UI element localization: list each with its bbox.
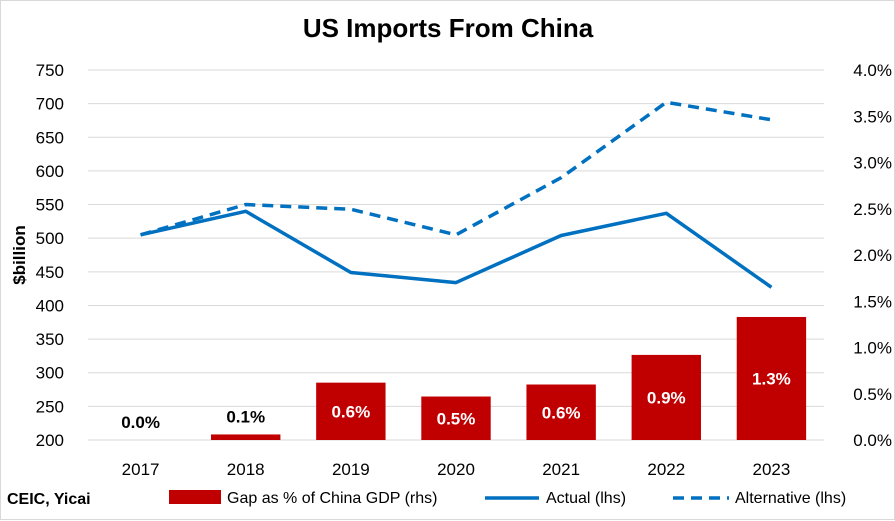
y2-tick-label: 1.5% xyxy=(853,292,892,311)
x-tick-label: 2021 xyxy=(542,460,580,479)
bar xyxy=(631,354,701,440)
y2-tick-label: 3.0% xyxy=(853,154,892,173)
bar-data-label: 0.6% xyxy=(542,403,581,422)
y-tick-label: 400 xyxy=(36,296,64,315)
bar-data-label: 0.5% xyxy=(437,409,476,428)
source-note: CEIC, Yicai xyxy=(7,491,91,508)
x-tick-label: 2018 xyxy=(227,460,265,479)
y2-tick-label: 3.5% xyxy=(853,107,892,126)
y-tick-label: 700 xyxy=(36,95,64,114)
y2-tick-label: 2.5% xyxy=(853,200,892,219)
y-tick-label: 650 xyxy=(36,128,64,147)
x-tick-label: 2022 xyxy=(647,460,685,479)
y2-tick-label: 4.0% xyxy=(853,61,892,80)
bar xyxy=(316,382,386,440)
y-tick-label: 300 xyxy=(36,364,64,383)
bar xyxy=(211,434,281,440)
actual-line xyxy=(140,209,773,289)
y-tick-label: 350 xyxy=(36,330,64,349)
x-tick-label: 2017 xyxy=(122,460,160,479)
alternative-line xyxy=(140,100,772,237)
y-tick-label: 750 xyxy=(36,61,64,80)
y-tick-label: 550 xyxy=(36,196,64,215)
y-tick-label: 250 xyxy=(36,397,64,416)
legend-label: Gap as % of China GDP (rhs) xyxy=(227,490,437,507)
y2-tick-label: 0.5% xyxy=(853,385,892,404)
y-tick-label: 500 xyxy=(36,229,64,248)
x-tick-label: 2019 xyxy=(332,460,370,479)
y-tick-label: 450 xyxy=(36,263,64,282)
bar xyxy=(526,384,596,440)
legend-label: Actual (lhs) xyxy=(546,490,626,507)
legend-swatch-bar xyxy=(169,490,221,504)
y-tick-label: 600 xyxy=(36,162,64,181)
bar-data-label: 0.0% xyxy=(121,413,160,432)
chart-title: US Imports From China xyxy=(303,13,594,43)
y-tick-label: 200 xyxy=(36,431,64,450)
bar-data-label: 1.3% xyxy=(752,369,791,388)
y2-tick-label: 1.0% xyxy=(853,339,892,358)
x-tick-label: 2020 xyxy=(437,460,475,479)
bar xyxy=(421,396,491,440)
bar-data-label: 0.6% xyxy=(331,402,370,421)
y2-tick-label: 2.0% xyxy=(853,246,892,265)
bar xyxy=(736,316,807,440)
y-axis-label: $billion xyxy=(10,225,29,285)
x-tick-label: 2023 xyxy=(753,460,791,479)
legend-label: Alternative (lhs) xyxy=(735,490,846,507)
bar-data-label: 0.9% xyxy=(647,388,686,407)
bar-data-label: 0.1% xyxy=(226,407,265,426)
y2-tick-label: 0.0% xyxy=(853,431,892,450)
